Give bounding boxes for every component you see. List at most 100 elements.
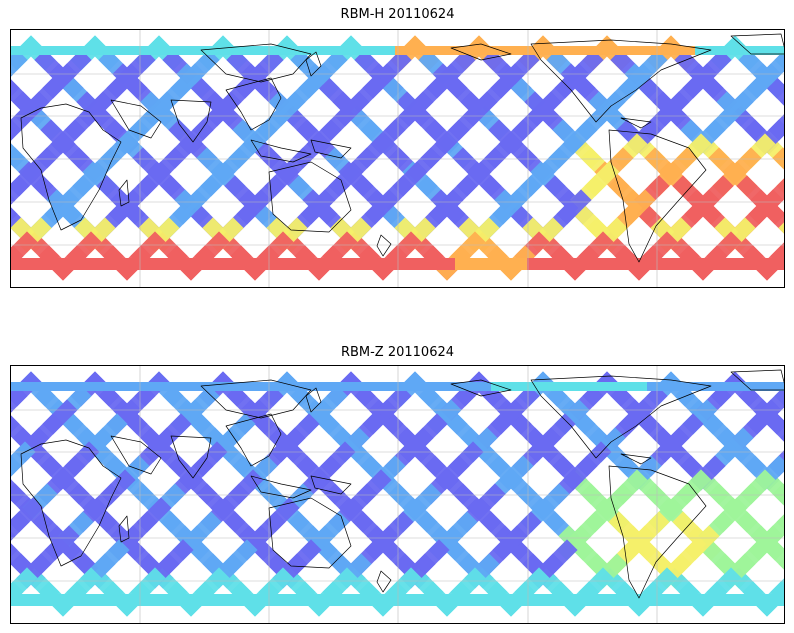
rbm-z-swath-segment — [11, 511, 30, 541]
rbm-z-north-band — [647, 382, 659, 391]
rbm-z-north-band — [335, 382, 347, 391]
rbm-z-north-band — [491, 382, 503, 391]
rbm-z-north-band — [287, 382, 299, 391]
bottom-panel-title: RBM-Z 20110624 — [340, 345, 455, 360]
rbm-h-south-band — [83, 258, 95, 270]
rbm-z-south-band — [143, 594, 155, 606]
rbm-z-north-band — [71, 382, 83, 391]
rbm-h-south-band — [383, 258, 395, 270]
rbm-h-south-band — [551, 258, 563, 270]
rbm-z-north-band — [347, 382, 359, 391]
rbm-z-north-band — [515, 382, 527, 391]
rbm-h-coast-greenland — [730, 33, 784, 55]
rbm-h-south-band — [419, 258, 431, 270]
rbm-h-south-band — [155, 258, 167, 270]
rbm-z-north-band — [743, 382, 755, 391]
rbm-h-south-band — [539, 258, 551, 270]
rbm-z-south-band — [131, 594, 143, 606]
rbm-h-north-band — [527, 46, 539, 55]
top-panel-title: RBM-H 20110624 — [340, 7, 455, 22]
top-map-panel — [10, 29, 785, 288]
rbm-z-north-band — [695, 382, 707, 391]
rbm-h-south-band — [95, 258, 107, 270]
rbm-h-coast-samerica — [608, 129, 707, 263]
rbm-z-coast-samerica — [608, 465, 707, 599]
rbm-z-north-band — [167, 382, 179, 391]
rbm-z-north-band — [551, 382, 563, 391]
rbm-h-south-band — [587, 258, 599, 270]
rbm-h-south-band — [563, 258, 575, 270]
rbm-z-north-band — [611, 382, 623, 391]
rbm-h-north-band — [59, 46, 71, 55]
rbm-h-north-band — [167, 46, 179, 55]
rbm-z-south-band — [239, 594, 251, 606]
rbm-h-south-band — [635, 258, 647, 270]
rbm-h-coast-africa — [20, 103, 122, 231]
rbm-h-north-band — [11, 46, 23, 55]
rbm-z-north-band — [215, 382, 227, 391]
rbm-z-south-band — [515, 594, 527, 606]
rbm-z-south-band — [191, 594, 203, 606]
rbm-h-north-band — [35, 46, 47, 55]
rbm-h-south-band — [467, 258, 479, 270]
rbm-z-south-band — [335, 594, 347, 606]
rbm-z-south-band — [311, 594, 323, 606]
rbm-z-north-band — [623, 382, 635, 391]
rbm-h-south-band — [251, 258, 263, 270]
rbm-h-north-band — [71, 46, 83, 55]
rbm-h-coast-australia — [268, 161, 352, 233]
rbm-h-south-band — [719, 258, 731, 270]
rbm-h-coast-alaska — [450, 43, 512, 61]
rbm-z-south-band — [755, 594, 767, 606]
rbm-z-south-band — [275, 594, 287, 606]
rbm-z-north-band — [779, 382, 784, 391]
rbm-h-swath-segment — [766, 77, 784, 106]
rbm-z-north-band — [299, 382, 311, 391]
rbm-h-north-band — [227, 46, 239, 55]
rbm-h-south-band — [323, 258, 335, 270]
rbm-z-north-band — [59, 382, 71, 391]
rbm-h-coast-newguinea — [310, 139, 352, 159]
rbm-z-south-band — [227, 594, 239, 606]
rbm-z-south-band — [683, 594, 695, 606]
rbm-h-south-band — [767, 258, 779, 270]
rbm-h-north-band — [371, 46, 383, 55]
rbm-z-south-band — [671, 594, 683, 606]
rbm-z-coast-namerica — [530, 375, 712, 459]
rbm-z-north-band — [227, 382, 239, 391]
rbm-z-north-band — [635, 382, 647, 391]
rbm-h-south-band — [227, 258, 239, 270]
rbm-z-north-band — [731, 382, 743, 391]
rbm-z-south-band — [299, 594, 311, 606]
rbm-z-coastlines — [20, 369, 784, 599]
rbm-z-coast-alaska — [450, 379, 512, 397]
rbm-z-south-band — [479, 594, 491, 606]
rbm-z-north-band — [23, 382, 35, 391]
rbm-z-south-band — [647, 594, 659, 606]
rbm-z-north-band — [599, 382, 611, 391]
rbm-h-south-band — [35, 258, 47, 270]
rbm-z-north-band — [239, 382, 251, 391]
rbm-z-north-band — [443, 382, 455, 391]
rbm-h-south-band — [623, 258, 635, 270]
rbm-h-north-band — [359, 46, 371, 55]
rbm-z-north-band — [83, 382, 95, 391]
rbm-z-coast-seasia — [225, 413, 282, 467]
rbm-z-north-band — [191, 382, 203, 391]
rbm-z-north-band — [563, 382, 575, 391]
rbm-h-north-band — [395, 46, 407, 55]
rbm-z-south-band — [203, 594, 215, 606]
rbm-h-swath-segment — [11, 175, 30, 205]
rbm-z-north-band — [671, 382, 683, 391]
rbm-h-north-band — [479, 46, 491, 55]
top-map-svg — [11, 30, 784, 287]
rbm-z-north-band — [455, 382, 467, 391]
rbm-z-south-band — [551, 594, 563, 606]
rbm-z-coast-nz — [376, 570, 392, 593]
rbm-h-north-band — [719, 46, 731, 55]
rbm-h-south-band — [311, 258, 323, 270]
rbm-h-north-band — [671, 46, 683, 55]
rbm-z-north-band — [155, 382, 167, 391]
rbm-h-north-band — [611, 46, 623, 55]
rbm-h-south-band — [515, 258, 527, 270]
